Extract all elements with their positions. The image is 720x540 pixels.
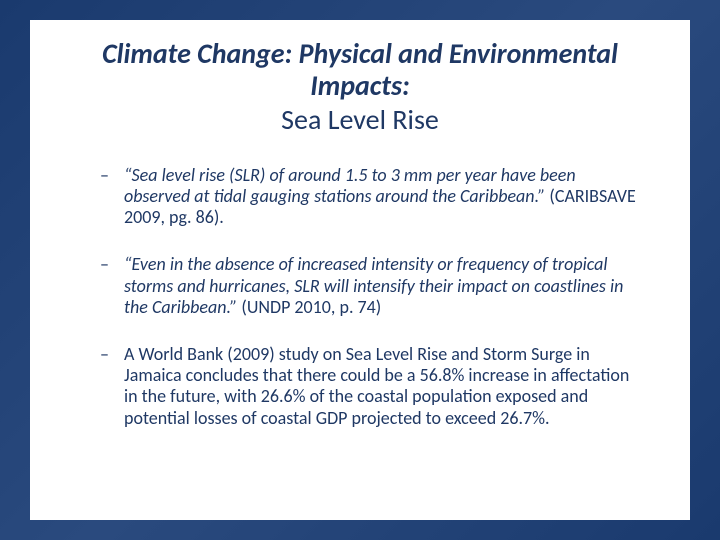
citation-text: A World Bank (2009) study on Sea Level R… [124,343,629,429]
citation-text: (UNDP 2010, p. 74) [237,296,381,318]
content-area: Climate Change: Physical and Environment… [30,20,690,520]
slide-title-main: Climate Change: Physical and Environment… [80,38,640,102]
title-block: Climate Change: Physical and Environment… [80,38,640,137]
list-item: “Even in the absence of increased intens… [100,254,640,318]
bullet-list: “Sea level rise (SLR) of around 1.5 to 3… [80,165,640,429]
slide-container: Climate Change: Physical and Environment… [0,0,720,540]
quote-text: “Sea level rise (SLR) of around 1.5 to 3… [124,164,576,207]
list-item: “Sea level rise (SLR) of around 1.5 to 3… [100,165,640,229]
slide-title-sub: Sea Level Rise [80,104,640,136]
list-item: A World Bank (2009) study on Sea Level R… [100,344,640,429]
